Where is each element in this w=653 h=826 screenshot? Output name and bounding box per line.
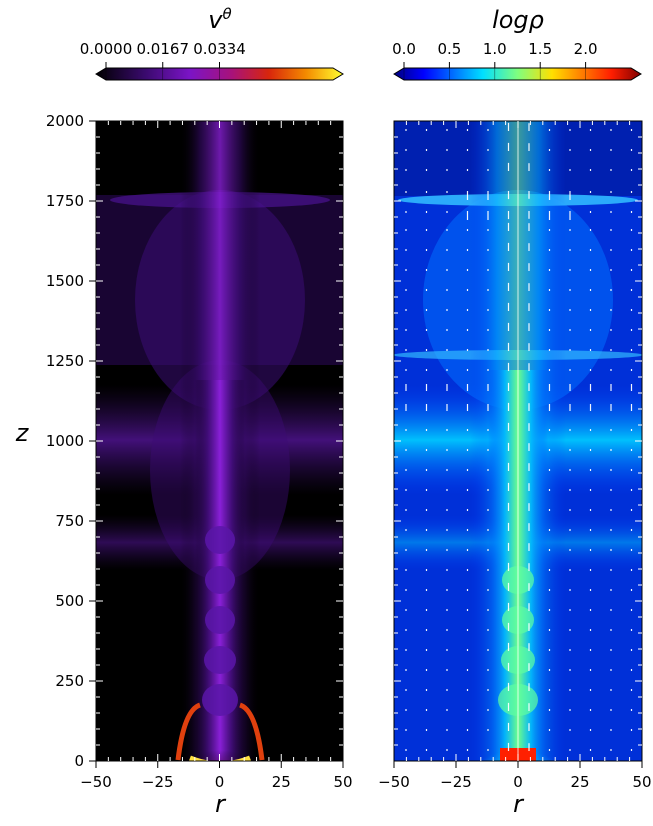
x-tick-label: 0 bbox=[215, 773, 225, 791]
y-tick-label: 750 bbox=[55, 512, 84, 530]
x-tick-label: −50 bbox=[80, 773, 112, 791]
velocity-vectors bbox=[405, 121, 633, 760]
y-axis-left: 0 250 500 750 1000 1250 1500 1750 2000 bbox=[46, 112, 96, 770]
y-tick-label: 1750 bbox=[46, 192, 84, 210]
colorbar-tick-label: 0.5 bbox=[437, 40, 461, 58]
x-tick-label: 25 bbox=[570, 773, 589, 791]
y-tick-label: 1000 bbox=[46, 432, 84, 450]
x-tick-label: −25 bbox=[440, 773, 472, 791]
colorbar-tick-label: 0.0167 bbox=[137, 40, 190, 58]
colorbar-tick-label: 0.0 bbox=[392, 40, 416, 58]
colorbar-tick-label: 2.0 bbox=[574, 40, 598, 58]
x-axis-left: −50 −25 0 25 50 bbox=[80, 761, 353, 791]
colorbar-right: 0.0 0.5 1.0 1.5 2.0 logρ bbox=[392, 6, 642, 81]
x-tick-label: 0 bbox=[513, 773, 523, 791]
x-tick-label: 50 bbox=[333, 773, 352, 791]
x-tick-label: −25 bbox=[142, 773, 174, 791]
inner-ticks-left bbox=[96, 121, 343, 761]
colorbar-tick-label: 0.0334 bbox=[193, 40, 246, 58]
colorbar-left-label: vθ bbox=[208, 5, 231, 34]
y-tick-label: 1500 bbox=[46, 272, 84, 290]
y-tick-label: 2000 bbox=[46, 112, 84, 130]
y-tick-label: 1250 bbox=[46, 352, 84, 370]
colorbar-tick-label: 1.0 bbox=[483, 40, 507, 58]
x-tick-label: 25 bbox=[272, 773, 291, 791]
heatmap-left bbox=[96, 121, 343, 761]
y-tick-label: 500 bbox=[55, 592, 84, 610]
x-tick-label: 50 bbox=[632, 773, 651, 791]
colorbar-right-body bbox=[393, 67, 642, 81]
colorbar-tick-label: 0.0000 bbox=[80, 40, 133, 58]
x-tick-label: −50 bbox=[378, 773, 410, 791]
inner-ticks-right bbox=[394, 121, 642, 761]
y-axis-label: z bbox=[15, 419, 30, 447]
x-axis-label-left: r bbox=[215, 790, 227, 818]
x-axis-label-right: r bbox=[513, 790, 525, 818]
heatmap-right bbox=[394, 121, 642, 761]
colorbar-tick-label: 1.5 bbox=[528, 40, 552, 58]
colorbar-left: 0.0000 0.0167 0.0334 vθ bbox=[80, 5, 344, 81]
y-tick-label: 250 bbox=[55, 672, 84, 690]
y-tick-label: 0 bbox=[74, 752, 84, 770]
colorbar-right-label: logρ bbox=[492, 6, 544, 34]
x-axis-right: −50 −25 0 25 50 bbox=[378, 761, 652, 791]
